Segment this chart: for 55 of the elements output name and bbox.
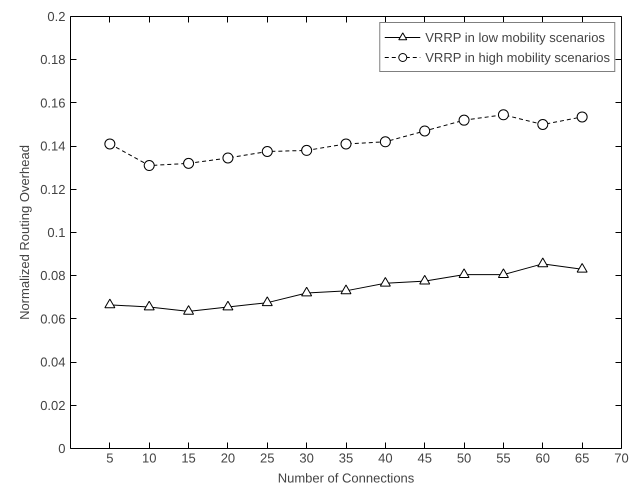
y-tick-label: 0.02 <box>40 398 66 413</box>
x-axis-title: Number of Connections <box>278 470 415 486</box>
point <box>104 138 116 150</box>
y-tick-label: 0.18 <box>40 52 66 68</box>
x-tick-label: 35 <box>338 450 354 466</box>
y-tick-label: 0 <box>58 441 66 456</box>
y-tick-label: 0.1 <box>47 225 66 240</box>
point <box>104 298 116 308</box>
point <box>498 109 509 120</box>
point <box>301 286 312 296</box>
x-tick-label: 5 <box>106 450 114 466</box>
point <box>222 152 234 164</box>
point <box>340 138 352 150</box>
x-tick-label: 45 <box>417 450 432 466</box>
point <box>537 258 548 268</box>
point <box>576 111 588 122</box>
legend-label: VRRP in high mobility scenarios <box>425 49 610 65</box>
y-tick-label: 0.04 <box>40 354 66 370</box>
legend-label: VRRP in low mobility scenarios <box>425 29 605 45</box>
y-tick-label: 0.08 <box>40 268 66 284</box>
point <box>183 305 194 315</box>
point <box>144 300 155 310</box>
point <box>262 296 273 306</box>
point <box>380 136 391 148</box>
x-tick-label: 60 <box>536 450 550 466</box>
point <box>301 144 312 156</box>
y-tick-label: 0.06 <box>40 311 66 326</box>
y-tick-label: 0.2 <box>47 9 66 24</box>
x-tick-label: 10 <box>142 450 156 466</box>
point <box>222 300 234 310</box>
point <box>498 268 509 278</box>
y-axis-title: Normalized Routing Overhead <box>17 145 32 320</box>
point <box>340 284 352 294</box>
x-tick-label: 55 <box>496 450 511 466</box>
point <box>262 146 273 157</box>
point <box>576 262 588 273</box>
y-tick-label: 0.16 <box>40 95 66 110</box>
x-tick-label: 70 <box>614 450 629 466</box>
x-tick-label: 65 <box>574 450 590 466</box>
point <box>458 268 470 278</box>
y-tick-label: 0.14 <box>40 138 66 154</box>
x-tick-label: 15 <box>181 450 196 466</box>
x-tick-label: 20 <box>220 450 236 466</box>
x-tick-label: 40 <box>378 450 393 466</box>
y-tick-label: 0.12 <box>40 182 66 197</box>
point <box>183 158 194 169</box>
point <box>380 276 391 287</box>
point <box>419 274 430 284</box>
point <box>144 160 155 172</box>
x-tick-label: 50 <box>456 450 472 466</box>
x-tick-label: 25 <box>260 450 275 466</box>
point <box>419 125 430 136</box>
x-tick-label: 30 <box>299 450 314 466</box>
point <box>537 119 548 130</box>
point <box>458 114 470 126</box>
